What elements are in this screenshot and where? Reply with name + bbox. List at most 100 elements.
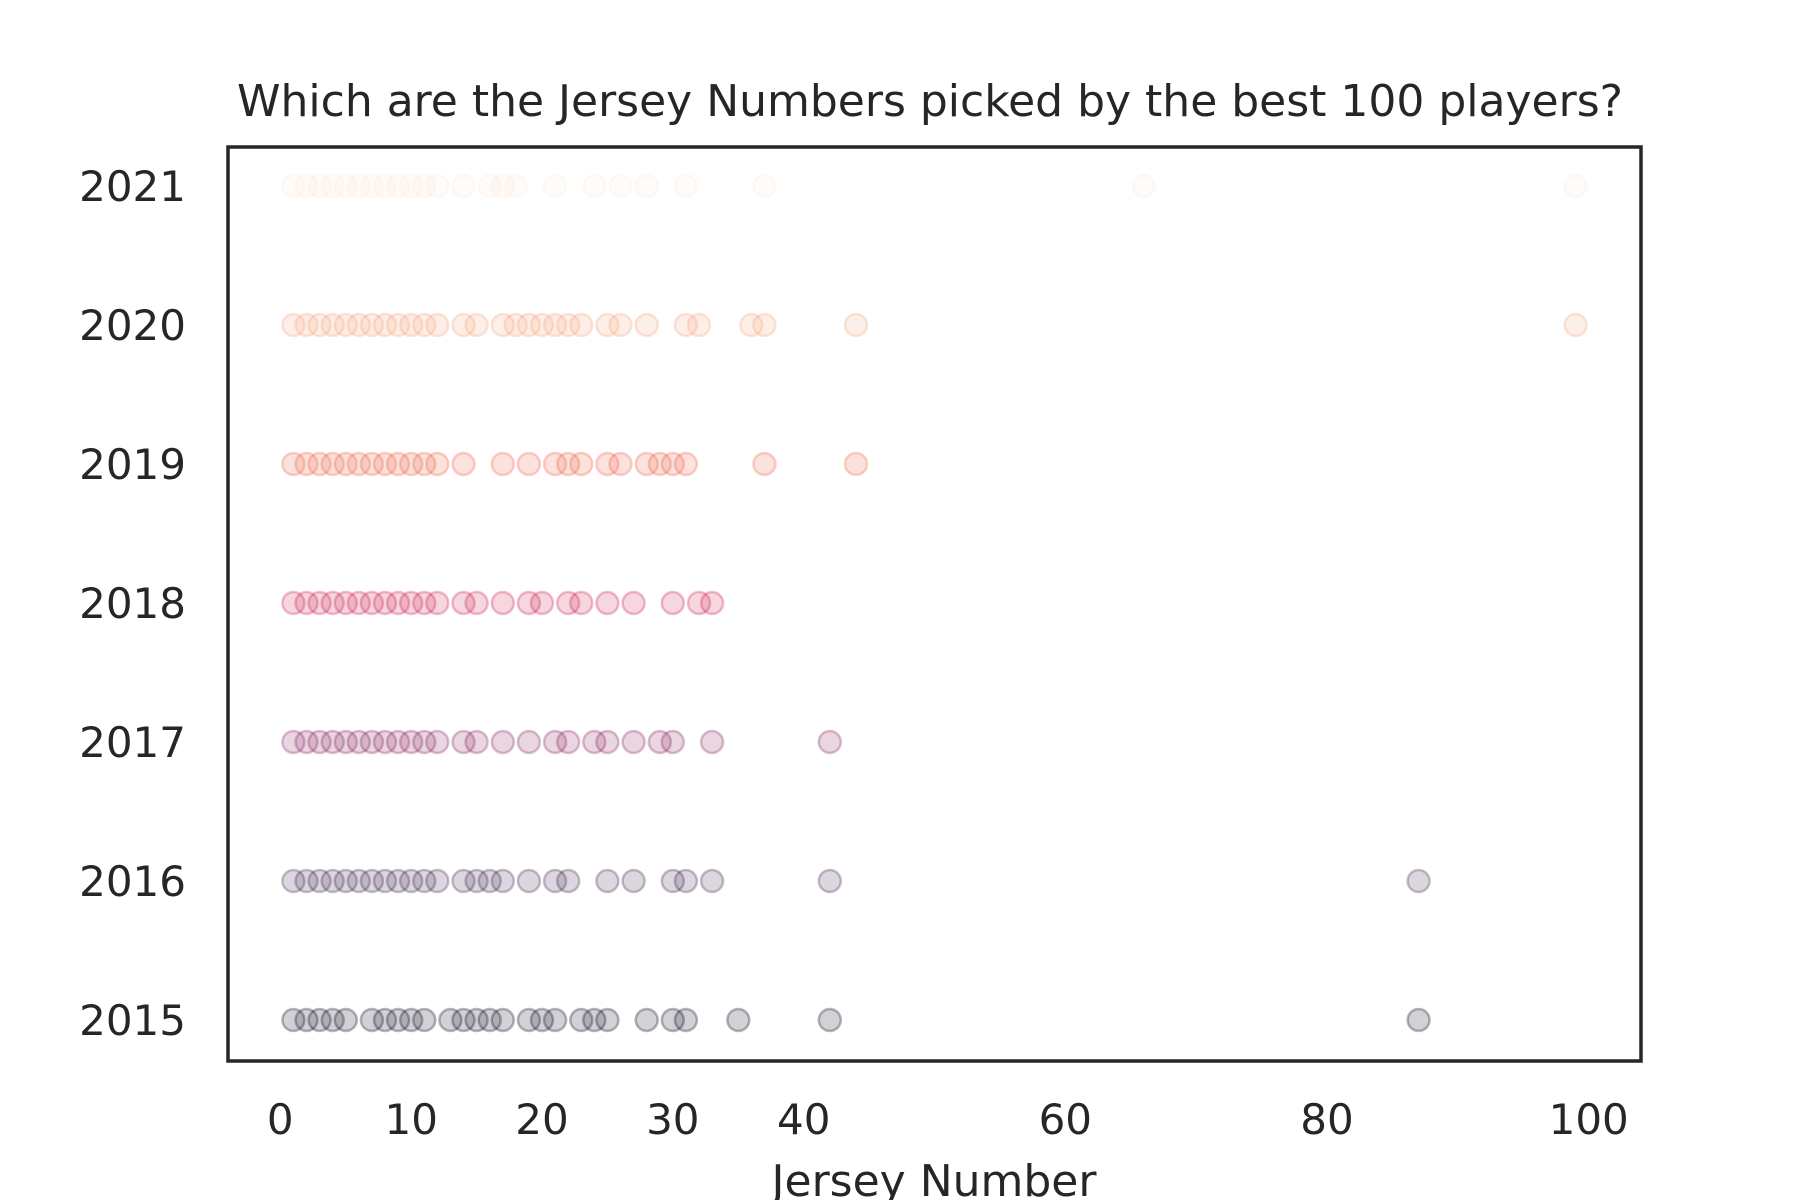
- data-point-2018: [699, 590, 725, 616]
- data-point-2017: [817, 729, 843, 755]
- y-axis-tick-labels: 2021 2020 2019 2018 2017 2016 2015: [79, 162, 186, 1045]
- data-point-2017: [516, 729, 542, 755]
- data-point-2017: [647, 729, 673, 755]
- data-point-2021: [359, 173, 385, 199]
- data-point-2019: [346, 451, 372, 477]
- points-layer: [281, 173, 1588, 1033]
- data-point-2017: [699, 729, 725, 755]
- data-point-2016: [817, 868, 843, 894]
- x-tick-label: 10: [384, 1095, 437, 1144]
- data-point-2017: [621, 729, 646, 755]
- data-point-2021: [477, 173, 502, 199]
- data-point-2018: [529, 590, 555, 616]
- data-point-2020: [307, 312, 332, 338]
- data-point-2019: [595, 451, 620, 477]
- data-point-2015: [582, 1007, 607, 1033]
- data-point-2021: [673, 173, 699, 199]
- data-point-2018: [320, 590, 345, 616]
- data-point-2017: [490, 729, 516, 755]
- data-point-2020: [503, 312, 529, 338]
- data-point-2018: [451, 590, 476, 616]
- data-point-2021: [385, 173, 411, 199]
- data-point-2021: [608, 173, 633, 199]
- data-point-2015: [595, 1007, 620, 1033]
- data-point-2021: [320, 173, 345, 199]
- data-point-2016: [398, 868, 424, 894]
- data-point-2018: [686, 590, 712, 616]
- data-point-2018: [569, 590, 594, 616]
- data-point-2015: [412, 1007, 437, 1033]
- data-point-2018: [281, 590, 306, 616]
- data-point-2020: [686, 312, 712, 338]
- data-point-2017: [425, 729, 450, 755]
- data-point-2019: [660, 451, 686, 477]
- data-point-2021: [307, 173, 332, 199]
- data-point-2017: [333, 729, 359, 755]
- data-point-2021: [333, 173, 359, 199]
- data-point-2017: [595, 729, 620, 755]
- data-point-2019: [542, 451, 568, 477]
- data-point-2017: [359, 729, 385, 755]
- data-point-2015: [307, 1007, 332, 1033]
- data-point-2019: [608, 451, 633, 477]
- data-point-2019: [412, 451, 437, 477]
- data-point-2017: [294, 729, 319, 755]
- data-point-2021: [490, 173, 516, 199]
- data-point-2018: [385, 590, 411, 616]
- data-point-2017: [464, 729, 489, 755]
- data-point-2019: [294, 451, 319, 477]
- data-point-2020: [843, 312, 869, 338]
- x-tick-label: 30: [646, 1095, 699, 1144]
- data-point-2018: [333, 590, 359, 616]
- data-point-2020: [608, 312, 633, 338]
- data-point-2016: [412, 868, 437, 894]
- data-point-2015: [477, 1007, 502, 1033]
- data-point-2016: [294, 868, 319, 894]
- data-point-2019: [398, 451, 424, 477]
- data-point-2018: [398, 590, 424, 616]
- data-point-2021: [1563, 173, 1588, 199]
- data-point-2020: [634, 312, 659, 338]
- data-point-2019: [333, 451, 359, 477]
- data-point-2020: [372, 312, 398, 338]
- data-point-2019: [843, 451, 869, 477]
- data-point-2016: [555, 868, 581, 894]
- data-point-2019: [451, 451, 476, 477]
- data-point-2015: [660, 1007, 686, 1033]
- data-point-2019: [372, 451, 398, 477]
- data-point-2020: [555, 312, 581, 338]
- data-point-2021: [752, 173, 777, 199]
- x-tick-label: 20: [515, 1095, 568, 1144]
- data-point-2018: [621, 590, 646, 616]
- data-point-2020: [516, 312, 542, 338]
- data-point-2015: [372, 1007, 398, 1033]
- data-point-2018: [490, 590, 516, 616]
- y-tick-label: 2021: [79, 162, 186, 211]
- data-point-2015: [385, 1007, 411, 1033]
- data-point-2018: [359, 590, 385, 616]
- x-axis-label: Jersey Number: [769, 1156, 1098, 1200]
- data-point-2016: [372, 868, 398, 894]
- data-point-2016: [490, 868, 516, 894]
- data-point-2018: [372, 590, 398, 616]
- data-point-2017: [281, 729, 306, 755]
- data-point-2016: [699, 868, 725, 894]
- data-point-2015: [1406, 1007, 1431, 1033]
- data-point-2018: [660, 590, 686, 616]
- data-point-2017: [385, 729, 411, 755]
- y-tick-label: 2019: [79, 440, 186, 489]
- data-point-2016: [346, 868, 372, 894]
- data-point-2019: [425, 451, 450, 477]
- data-point-2021: [451, 173, 476, 199]
- data-point-2015: [398, 1007, 424, 1033]
- data-point-2016: [451, 868, 476, 894]
- data-point-2020: [569, 312, 594, 338]
- data-point-2016: [425, 868, 450, 894]
- data-point-2019: [752, 451, 777, 477]
- data-point-2016: [542, 868, 568, 894]
- chart-title: Which are the Jersey Numbers picked by t…: [237, 76, 1623, 127]
- data-point-2017: [372, 729, 398, 755]
- data-point-2015: [320, 1007, 345, 1033]
- data-point-2016: [516, 868, 542, 894]
